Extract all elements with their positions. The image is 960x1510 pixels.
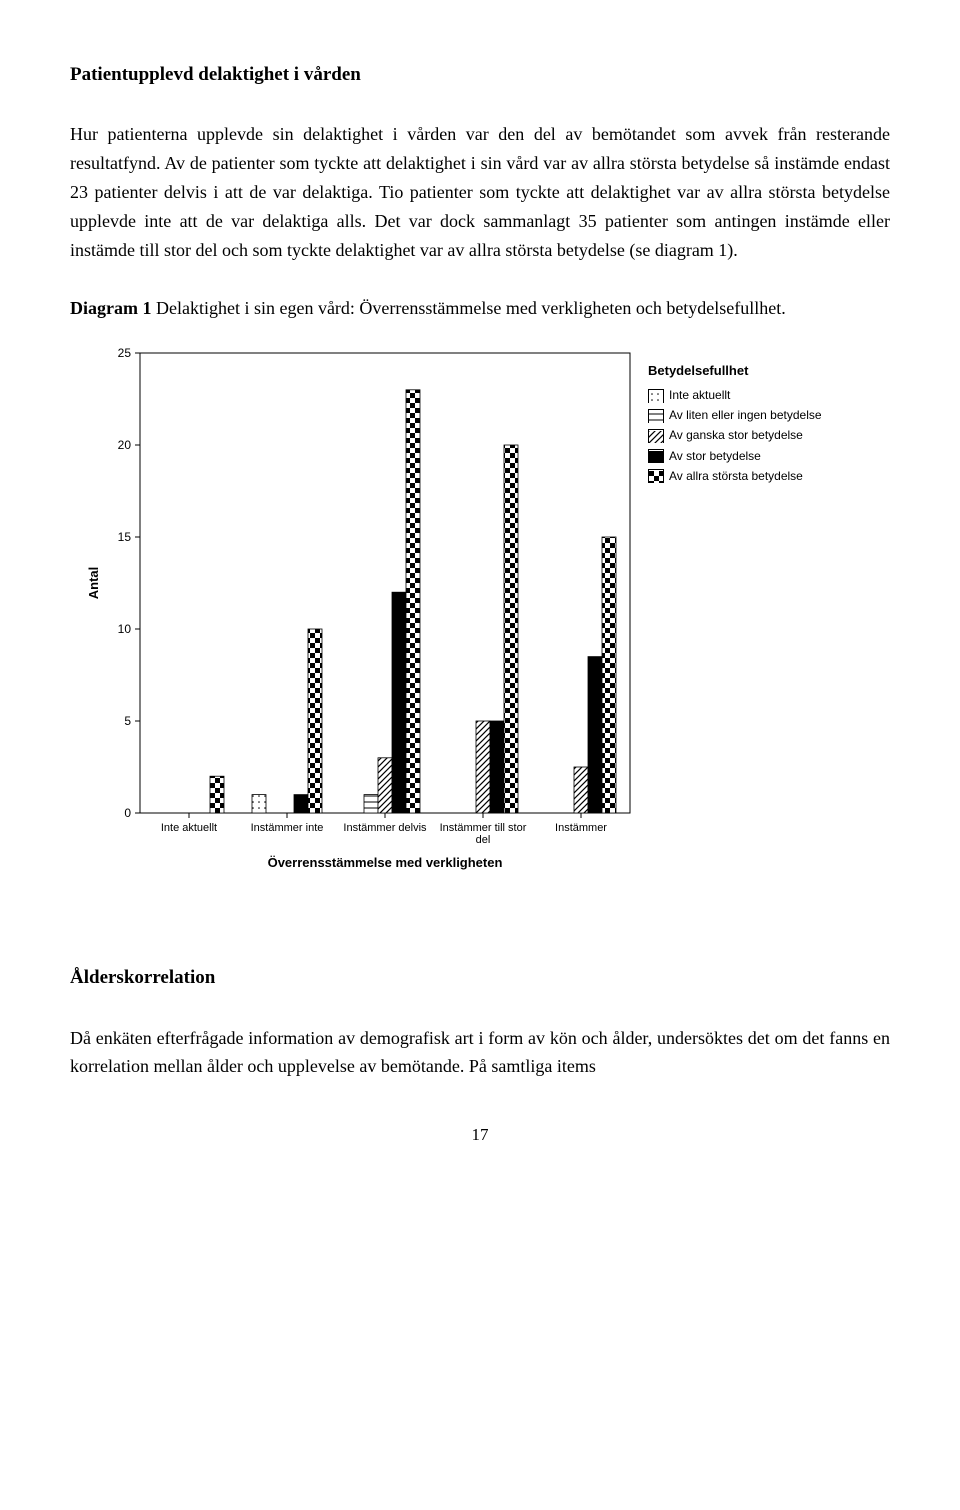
svg-text:del: del — [476, 834, 491, 846]
legend-item: Av liten eller ingen betydelse — [648, 406, 822, 425]
legend-item: Av allra största betydelse — [648, 467, 822, 486]
svg-text:Instämmer delvis: Instämmer delvis — [343, 822, 427, 834]
legend-swatch — [648, 389, 664, 403]
diagram-caption-text: Delaktighet i sin egen vård: Överrensstä… — [151, 298, 785, 318]
body-paragraph: Då enkäten efterfrågade information av d… — [70, 1024, 890, 1082]
svg-text:Antal: Antal — [86, 567, 101, 600]
legend-swatch — [648, 429, 664, 443]
svg-text:Överrensstämmelse med verkligh: Överrensstämmelse med verkligheten — [268, 855, 503, 870]
svg-text:25: 25 — [118, 346, 132, 360]
legend-swatch — [648, 449, 664, 463]
svg-text:20: 20 — [118, 438, 132, 452]
diagram-caption: Diagram 1 Delaktighet i sin egen vård: Ö… — [70, 294, 890, 323]
svg-text:0: 0 — [124, 806, 131, 820]
legend-item: Inte aktuellt — [648, 386, 822, 405]
legend-label: Inte aktuellt — [669, 386, 730, 405]
svg-text:Inte aktuellt: Inte aktuellt — [161, 822, 217, 834]
section-heading: Patientupplevd delaktighet i vården — [70, 60, 890, 90]
page-number: 17 — [70, 1121, 890, 1148]
svg-text:Instämmer till stor: Instämmer till stor — [440, 822, 527, 834]
legend-title: Betydelsefullhet — [648, 361, 822, 382]
legend-label: Av stor betydelse — [669, 447, 761, 466]
svg-text:5: 5 — [124, 714, 131, 728]
section-heading: Ålderskorrelation — [70, 963, 890, 993]
body-paragraph: Hur patienterna upplevde sin delaktighet… — [70, 120, 890, 264]
chart-legend: Betydelsefullhet Inte aktuelltAv liten e… — [648, 361, 822, 487]
legend-label: Av allra största betydelse — [669, 467, 803, 486]
chart-container: 0 5 10 15 20 25 Antal Överrensstämmelse med ver… — [70, 343, 890, 883]
legend-item: Av ganska stor betydelse — [648, 426, 822, 445]
legend-label: Av ganska stor betydelse — [669, 426, 803, 445]
legend-label: Av liten eller ingen betydelse — [669, 406, 822, 425]
legend-swatch — [648, 469, 664, 483]
legend-swatch — [648, 409, 664, 423]
svg-text:Instämmer inte: Instämmer inte — [251, 822, 324, 834]
svg-text:10: 10 — [118, 622, 132, 636]
bar-chart: 0 5 10 15 20 25 Antal Överrensstämmelse med ver… — [70, 343, 640, 883]
svg-text:Instämmer: Instämmer — [555, 822, 607, 834]
svg-text:15: 15 — [118, 530, 132, 544]
diagram-label: Diagram 1 — [70, 298, 151, 318]
legend-item: Av stor betydelse — [648, 447, 822, 466]
